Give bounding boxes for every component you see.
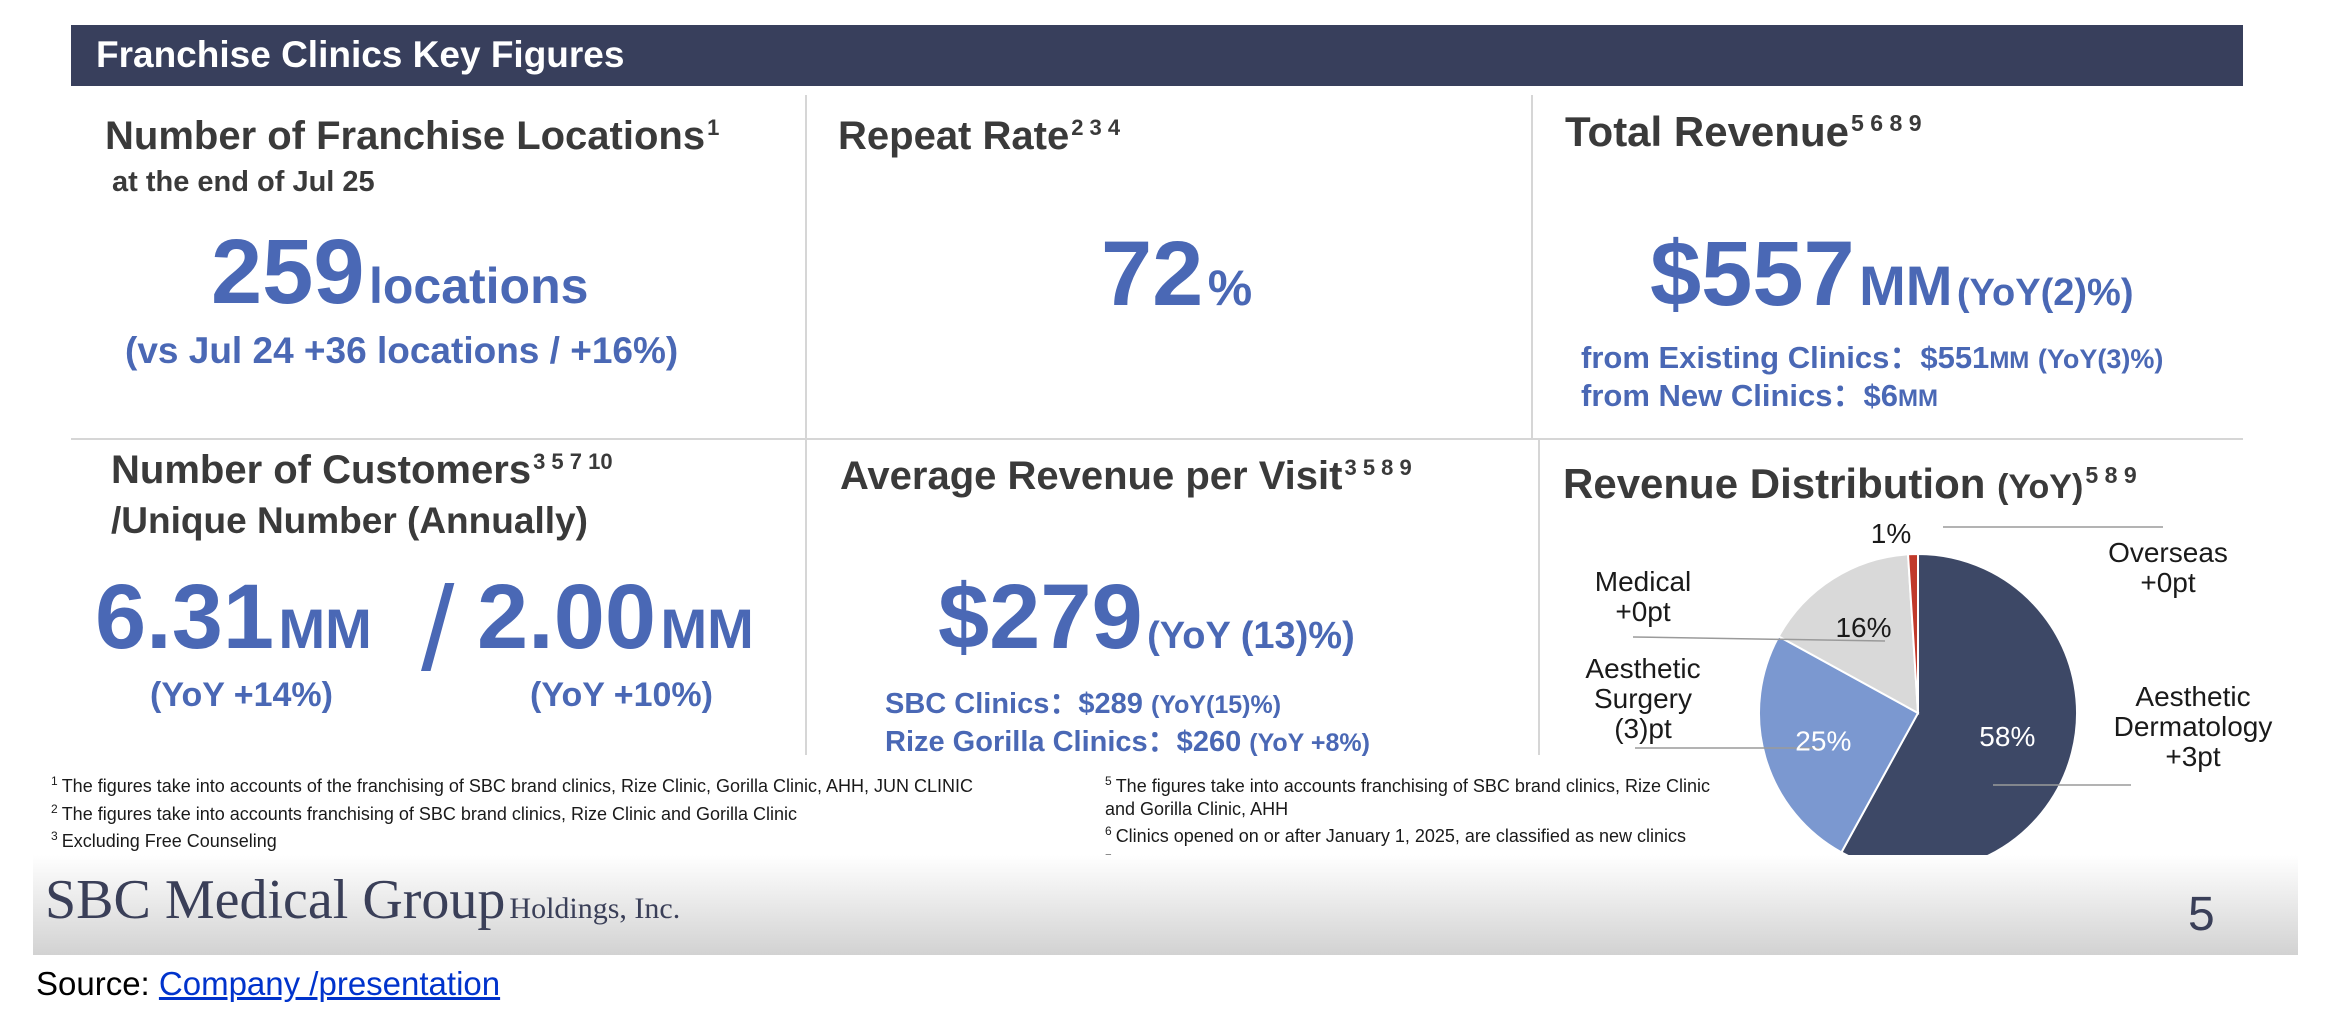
footnote: 2 The figures take into accounts franchis… xyxy=(51,798,973,826)
slide: Franchise Clinics Key Figures Number of … xyxy=(33,0,2298,955)
revenue-existing: from Existing Clinics：$551MM (YoY(3)%) xyxy=(1581,340,2164,375)
divider xyxy=(1538,440,1540,755)
header-title: Franchise Clinics Key Figures xyxy=(96,34,625,75)
footnote-number: 6 xyxy=(1105,824,1112,838)
pie-label-overseas: 1% xyxy=(1871,518,1911,549)
locations-title: Number of Franchise Locations1 xyxy=(105,114,720,158)
avg-revenue-rize: Rize Gorilla Clinics：$260 (YoY +8%) xyxy=(885,726,1370,758)
footnote-number: 2 xyxy=(51,801,58,816)
source-link[interactable]: Company /presentation xyxy=(158,965,501,1002)
company-logo: SBC Medical Group Holdings, Inc. xyxy=(45,869,681,931)
repeat-title: Repeat Rate2 3 4 xyxy=(838,114,1121,158)
customers-yoy-unique: (YoY +10%) xyxy=(530,676,713,714)
divider xyxy=(1531,95,1533,440)
locations-subtitle: at the end of Jul 25 xyxy=(112,166,375,198)
locations-value: 259 locations xyxy=(211,221,589,323)
footnote-text: The figures take into accounts franchisi… xyxy=(1115,776,1710,796)
pie-label-aesthetic-dermatology: 58% xyxy=(1979,721,2035,752)
pie-slice-medical xyxy=(1777,553,1920,715)
divider xyxy=(71,438,2243,440)
divider xyxy=(805,440,807,755)
revenue-pie-chart: 58% 25% 16% 1% xyxy=(1632,518,2163,873)
customers-yoy-total: (YoY +14%) xyxy=(150,676,333,714)
header-bar xyxy=(71,25,2243,86)
distribution-title: Revenue Distribution (YoY)5 8 9 xyxy=(1563,460,2137,507)
pie-slice-aesthetic-surgery xyxy=(1758,635,1920,854)
revenue-new: from New Clinics：$6MM xyxy=(1581,378,1938,413)
footnote-number: 5 xyxy=(1105,774,1112,788)
avg-revenue-sbc: SBC Clinics：$289 (YoY(15)%) xyxy=(885,688,1282,720)
revenue-title: Total Revenue5 6 8 9 xyxy=(1565,108,1922,155)
divider xyxy=(805,95,807,440)
pie-slice-overseas xyxy=(1906,552,1919,714)
locations-comparison: (vs Jul 24 +36 locations / +16%) xyxy=(125,330,679,371)
label-aesthetic-dermatology: Aesthetic Dermatology +3pt xyxy=(2113,681,2273,772)
avg-revenue-value: $279 (YoY (13)%) xyxy=(938,566,1355,668)
customers-value-unique: 2.00 MM xyxy=(477,566,754,668)
footnote-text: The figures take into accounts of the fr… xyxy=(61,776,974,796)
label-overseas: Overseas +0pt xyxy=(2108,537,2228,598)
page-number: 5 xyxy=(2188,888,2215,941)
footnote-number: 3 xyxy=(51,829,58,843)
footnote-text: Clinics opened on or after January 1, 20… xyxy=(1115,826,1686,846)
avg-revenue-title: Average Revenue per Visit3 5 8 9 xyxy=(840,454,1412,498)
label-medical: Medical +0pt xyxy=(1594,566,1692,627)
footnote: and Gorilla Clinic, AHH xyxy=(1105,798,1754,821)
footer-band xyxy=(33,855,2298,955)
customers-title: Number of Customers3 5 7 10 xyxy=(111,448,613,492)
footnote: 1 The figures take into accounts of the f… xyxy=(51,770,973,798)
pie-label-medical: 16% xyxy=(1835,612,1891,643)
footnote-number: 1 xyxy=(51,774,58,788)
leader-line-medical xyxy=(1632,636,1886,642)
pie-label-aesthetic-surgery: 25% xyxy=(1795,726,1851,757)
customers-subtitle: /Unique Number (Annually) xyxy=(111,500,588,541)
source-line: Source: Company /presentation xyxy=(36,965,501,1002)
footnote: 5 The figures take into accounts franchis… xyxy=(1105,770,1754,798)
footnote-text: The figures take into accounts franchisi… xyxy=(61,803,798,824)
footnote-text: Excluding Free Counseling xyxy=(61,831,277,851)
footnote-text: and Gorilla Clinic, AHH xyxy=(1105,798,1289,819)
repeat-value: 72 % xyxy=(1101,223,1253,325)
label-aesthetic-surgery: Aesthetic Surgery (3)pt xyxy=(1585,653,1701,744)
customers-value-total: 6.31 MM xyxy=(95,566,372,668)
revenue-value: $557 MM (YoY(2)%) xyxy=(1650,223,2134,325)
footnote: 6 Clinics opened on or after January 1, 2… xyxy=(1105,820,1754,848)
customers-slash: / xyxy=(421,562,455,696)
footnote: 3 Excluding Free Counseling xyxy=(51,825,973,853)
